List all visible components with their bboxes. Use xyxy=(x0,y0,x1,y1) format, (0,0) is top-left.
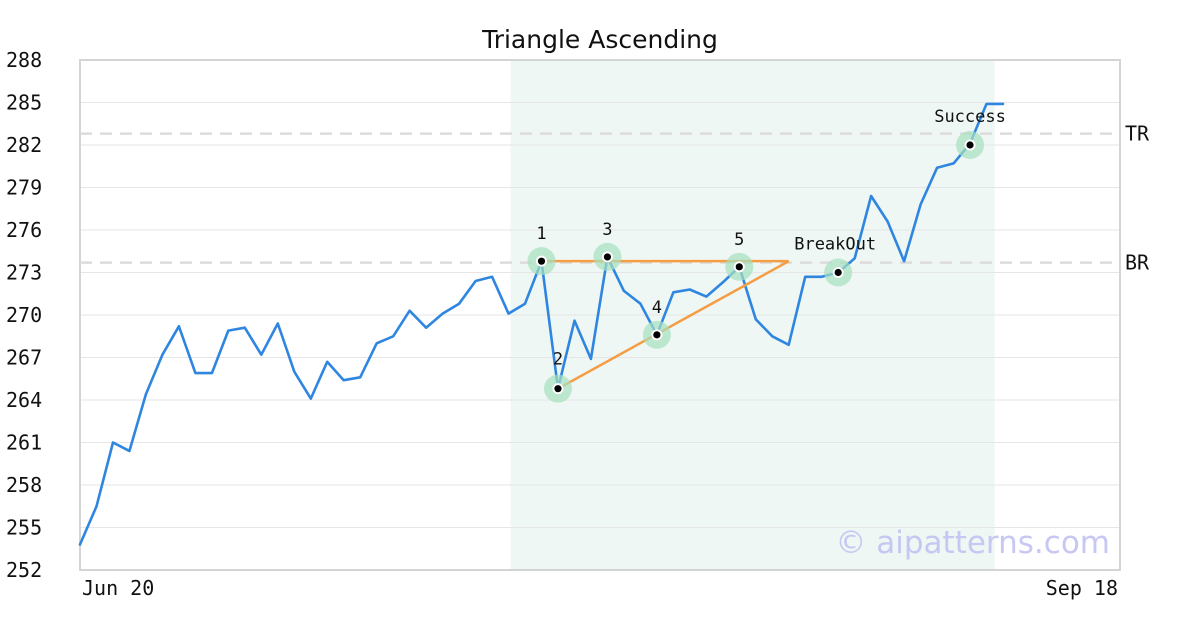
y-tick-label: 264 xyxy=(6,388,42,412)
pattern-point-label: 5 xyxy=(734,230,744,250)
pattern-point xyxy=(603,253,612,261)
watermark: © aipatterns.com xyxy=(835,525,1110,561)
y-tick-label: 252 xyxy=(6,558,42,582)
pattern-point-label: 1 xyxy=(536,224,546,244)
pattern-point xyxy=(653,331,661,339)
axis-layer: 252 255 258 261 264 267 270 273 276 279 282 285 288 J… xyxy=(6,48,1118,600)
resistance-label: BR xyxy=(1125,251,1150,275)
x-tick-label: Jun 20 xyxy=(82,576,154,600)
y-tick-label: 255 xyxy=(6,516,42,540)
y-tick-label: 273 xyxy=(6,261,42,285)
pattern-point-label: 3 xyxy=(602,220,612,240)
plot-frame xyxy=(79,59,1121,571)
y-tick-label: 279 xyxy=(6,176,42,200)
y-tick-label: 288 xyxy=(6,48,42,72)
resistance-label: TR xyxy=(1125,122,1150,146)
watermark-layer: © aipatterns.com xyxy=(835,525,1110,561)
pattern-point-label: Success xyxy=(934,107,1006,127)
resistance-lines-layer: TR BR xyxy=(80,122,1150,275)
pattern-point-label: BreakOut xyxy=(794,235,876,255)
pattern-point-label: 4 xyxy=(652,298,662,318)
chart-title: Triangle Ascending xyxy=(481,25,718,54)
grid-layer xyxy=(80,59,1120,571)
y-tick-label: 267 xyxy=(6,346,42,370)
pattern-point xyxy=(537,257,546,265)
pattern-point xyxy=(966,141,974,149)
y-tick-label: 270 xyxy=(6,303,42,327)
y-tick-label: 258 xyxy=(6,473,42,497)
pattern-point-label: 2 xyxy=(553,350,563,370)
y-tick-label: 282 xyxy=(6,133,42,157)
y-tick-label: 285 xyxy=(6,91,42,115)
pattern-point xyxy=(554,385,562,393)
pattern-point xyxy=(834,268,842,277)
y-tick-label: 261 xyxy=(6,431,42,455)
pattern-points-layer: 1 2 3 4 5 BreakOut Success xyxy=(527,107,1006,403)
y-tick-label: 276 xyxy=(6,218,42,242)
x-tick-label: Sep 18 xyxy=(1046,576,1118,600)
pattern-point xyxy=(735,263,743,271)
triangle-bottom-line xyxy=(557,260,790,390)
